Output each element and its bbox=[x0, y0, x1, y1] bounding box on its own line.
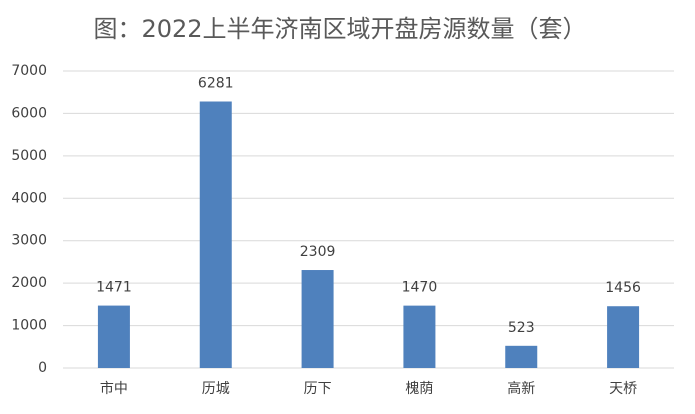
data-label: 523 bbox=[508, 320, 535, 336]
y-tick-label: 3000 bbox=[11, 233, 47, 249]
y-tick-label: 5000 bbox=[11, 148, 47, 164]
y-tick-label: 7000 bbox=[11, 63, 47, 79]
y-tick-label: 6000 bbox=[11, 105, 47, 121]
x-tick-label: 历下 bbox=[304, 381, 332, 397]
x-tick-label: 历城 bbox=[202, 381, 230, 397]
chart-title: 图：2022上半年济南区域开盘房源数量（套） bbox=[93, 15, 586, 43]
bar bbox=[199, 101, 232, 369]
bar bbox=[97, 305, 130, 368]
data-label: 1471 bbox=[96, 280, 132, 296]
y-tick-label: 2000 bbox=[11, 275, 47, 291]
data-label: 1456 bbox=[605, 280, 641, 296]
bar bbox=[403, 305, 436, 368]
y-tick-label: 1000 bbox=[11, 318, 47, 334]
data-label: 2309 bbox=[300, 244, 336, 260]
y-tick-label: 0 bbox=[38, 360, 47, 376]
x-tick-label: 市中 bbox=[100, 380, 128, 397]
x-tick-label: 高新 bbox=[507, 380, 535, 397]
bar bbox=[301, 270, 334, 368]
data-label: 6281 bbox=[198, 76, 234, 92]
bar bbox=[505, 345, 538, 368]
y-tick-label: 4000 bbox=[11, 190, 47, 206]
x-tick-label: 天桥 bbox=[609, 381, 637, 397]
bar bbox=[607, 306, 640, 368]
data-label: 1470 bbox=[402, 280, 438, 296]
x-tick-label: 槐荫 bbox=[405, 381, 433, 397]
